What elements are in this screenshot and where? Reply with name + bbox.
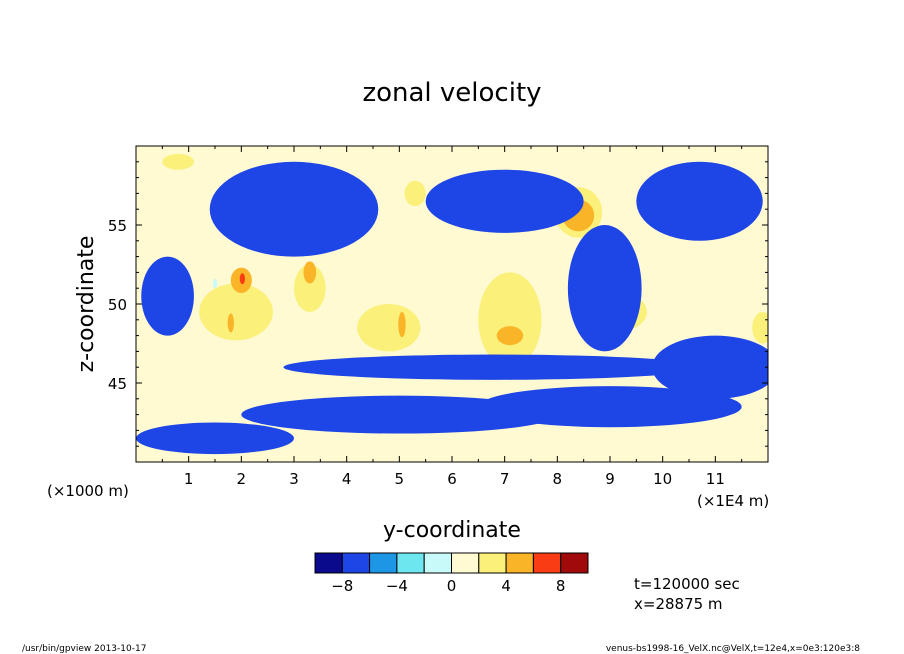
contour-fills xyxy=(136,153,768,455)
x-unit-left-label: (×1000 m) xyxy=(47,482,129,500)
footer-left: /usr/bin/gpview 2013-10-17 xyxy=(22,644,146,654)
contour-region xyxy=(141,256,194,336)
x-tick-label: 4 xyxy=(342,470,352,488)
y-tick-label: 55 xyxy=(108,217,127,235)
contour-region xyxy=(136,422,294,455)
footer-right: venus-bs1998-16_VelX.nc@VelX,t=12e4,x=0e… xyxy=(606,644,860,654)
colorbar-label: 8 xyxy=(556,577,566,595)
colorbar-swatch xyxy=(532,552,562,574)
contour-region xyxy=(652,335,768,399)
contour-region xyxy=(303,261,317,284)
contour-region xyxy=(567,225,642,352)
contour-region xyxy=(357,304,421,352)
contour-region xyxy=(209,161,379,257)
y-tick-label: 50 xyxy=(108,296,127,314)
contour-region xyxy=(398,311,406,338)
contour-region xyxy=(496,326,524,346)
colorbar xyxy=(314,552,589,574)
colorbar-swatch xyxy=(451,552,480,574)
x-axis-ticks: 1 2 3 4 5 6 7 8 9 10 11 xyxy=(161,146,743,488)
x-tick-label: 10 xyxy=(653,470,672,488)
contour-region xyxy=(294,264,326,312)
x-tick-label: 1 xyxy=(184,470,194,488)
colorbar-label: 4 xyxy=(501,577,511,595)
time-info: t=120000 sec xyxy=(634,575,740,593)
colorbar-swatch xyxy=(505,552,534,574)
x-tick-label: 6 xyxy=(447,470,457,488)
contour-region xyxy=(478,272,542,368)
contour-region xyxy=(212,278,218,289)
contour-region xyxy=(636,161,763,241)
colorbar-label: 0 xyxy=(447,577,457,595)
position-info: x=28875 m xyxy=(634,595,723,613)
colorbar-swatch xyxy=(560,552,589,574)
contour-region xyxy=(425,169,584,233)
x-tick-label: 8 xyxy=(553,470,563,488)
x-unit-right-label: (×1E4 m) xyxy=(697,492,769,510)
colorbar-label: −8 xyxy=(331,577,353,595)
contour-region xyxy=(162,153,194,170)
x-tick-label: 2 xyxy=(237,470,247,488)
x-tick-label: 3 xyxy=(289,470,299,488)
colorbar-tick-labels: −8 −4 0 4 8 xyxy=(331,577,565,595)
colorbar-swatch xyxy=(478,552,507,574)
colorbar-label: −4 xyxy=(386,577,408,595)
colorbar-swatch xyxy=(369,552,398,574)
contour-region xyxy=(283,354,705,380)
y-axis-ticks: 45 50 55 xyxy=(108,161,768,447)
y-axis-label: z-coordinate xyxy=(74,236,99,373)
y-tick-label: 45 xyxy=(108,375,127,393)
x-tick-label: 9 xyxy=(605,470,615,488)
x-axis-label: y-coordinate xyxy=(383,518,521,543)
contour-region xyxy=(241,395,558,434)
colorbar-swatch xyxy=(314,552,343,574)
x-tick-label: 5 xyxy=(395,470,405,488)
colorbar-swatch xyxy=(423,552,453,574)
colorbar-swatch xyxy=(341,552,371,574)
colorbar-swatch xyxy=(396,552,425,574)
contour-region xyxy=(227,313,234,333)
contour-region xyxy=(199,283,273,341)
x-tick-label: 7 xyxy=(500,470,510,488)
contour-region xyxy=(239,273,246,285)
contour-region xyxy=(404,180,426,207)
x-tick-label: 11 xyxy=(706,470,725,488)
contour-region xyxy=(478,386,742,428)
contour-region xyxy=(752,311,768,344)
chart-title: zonal velocity xyxy=(362,78,541,108)
